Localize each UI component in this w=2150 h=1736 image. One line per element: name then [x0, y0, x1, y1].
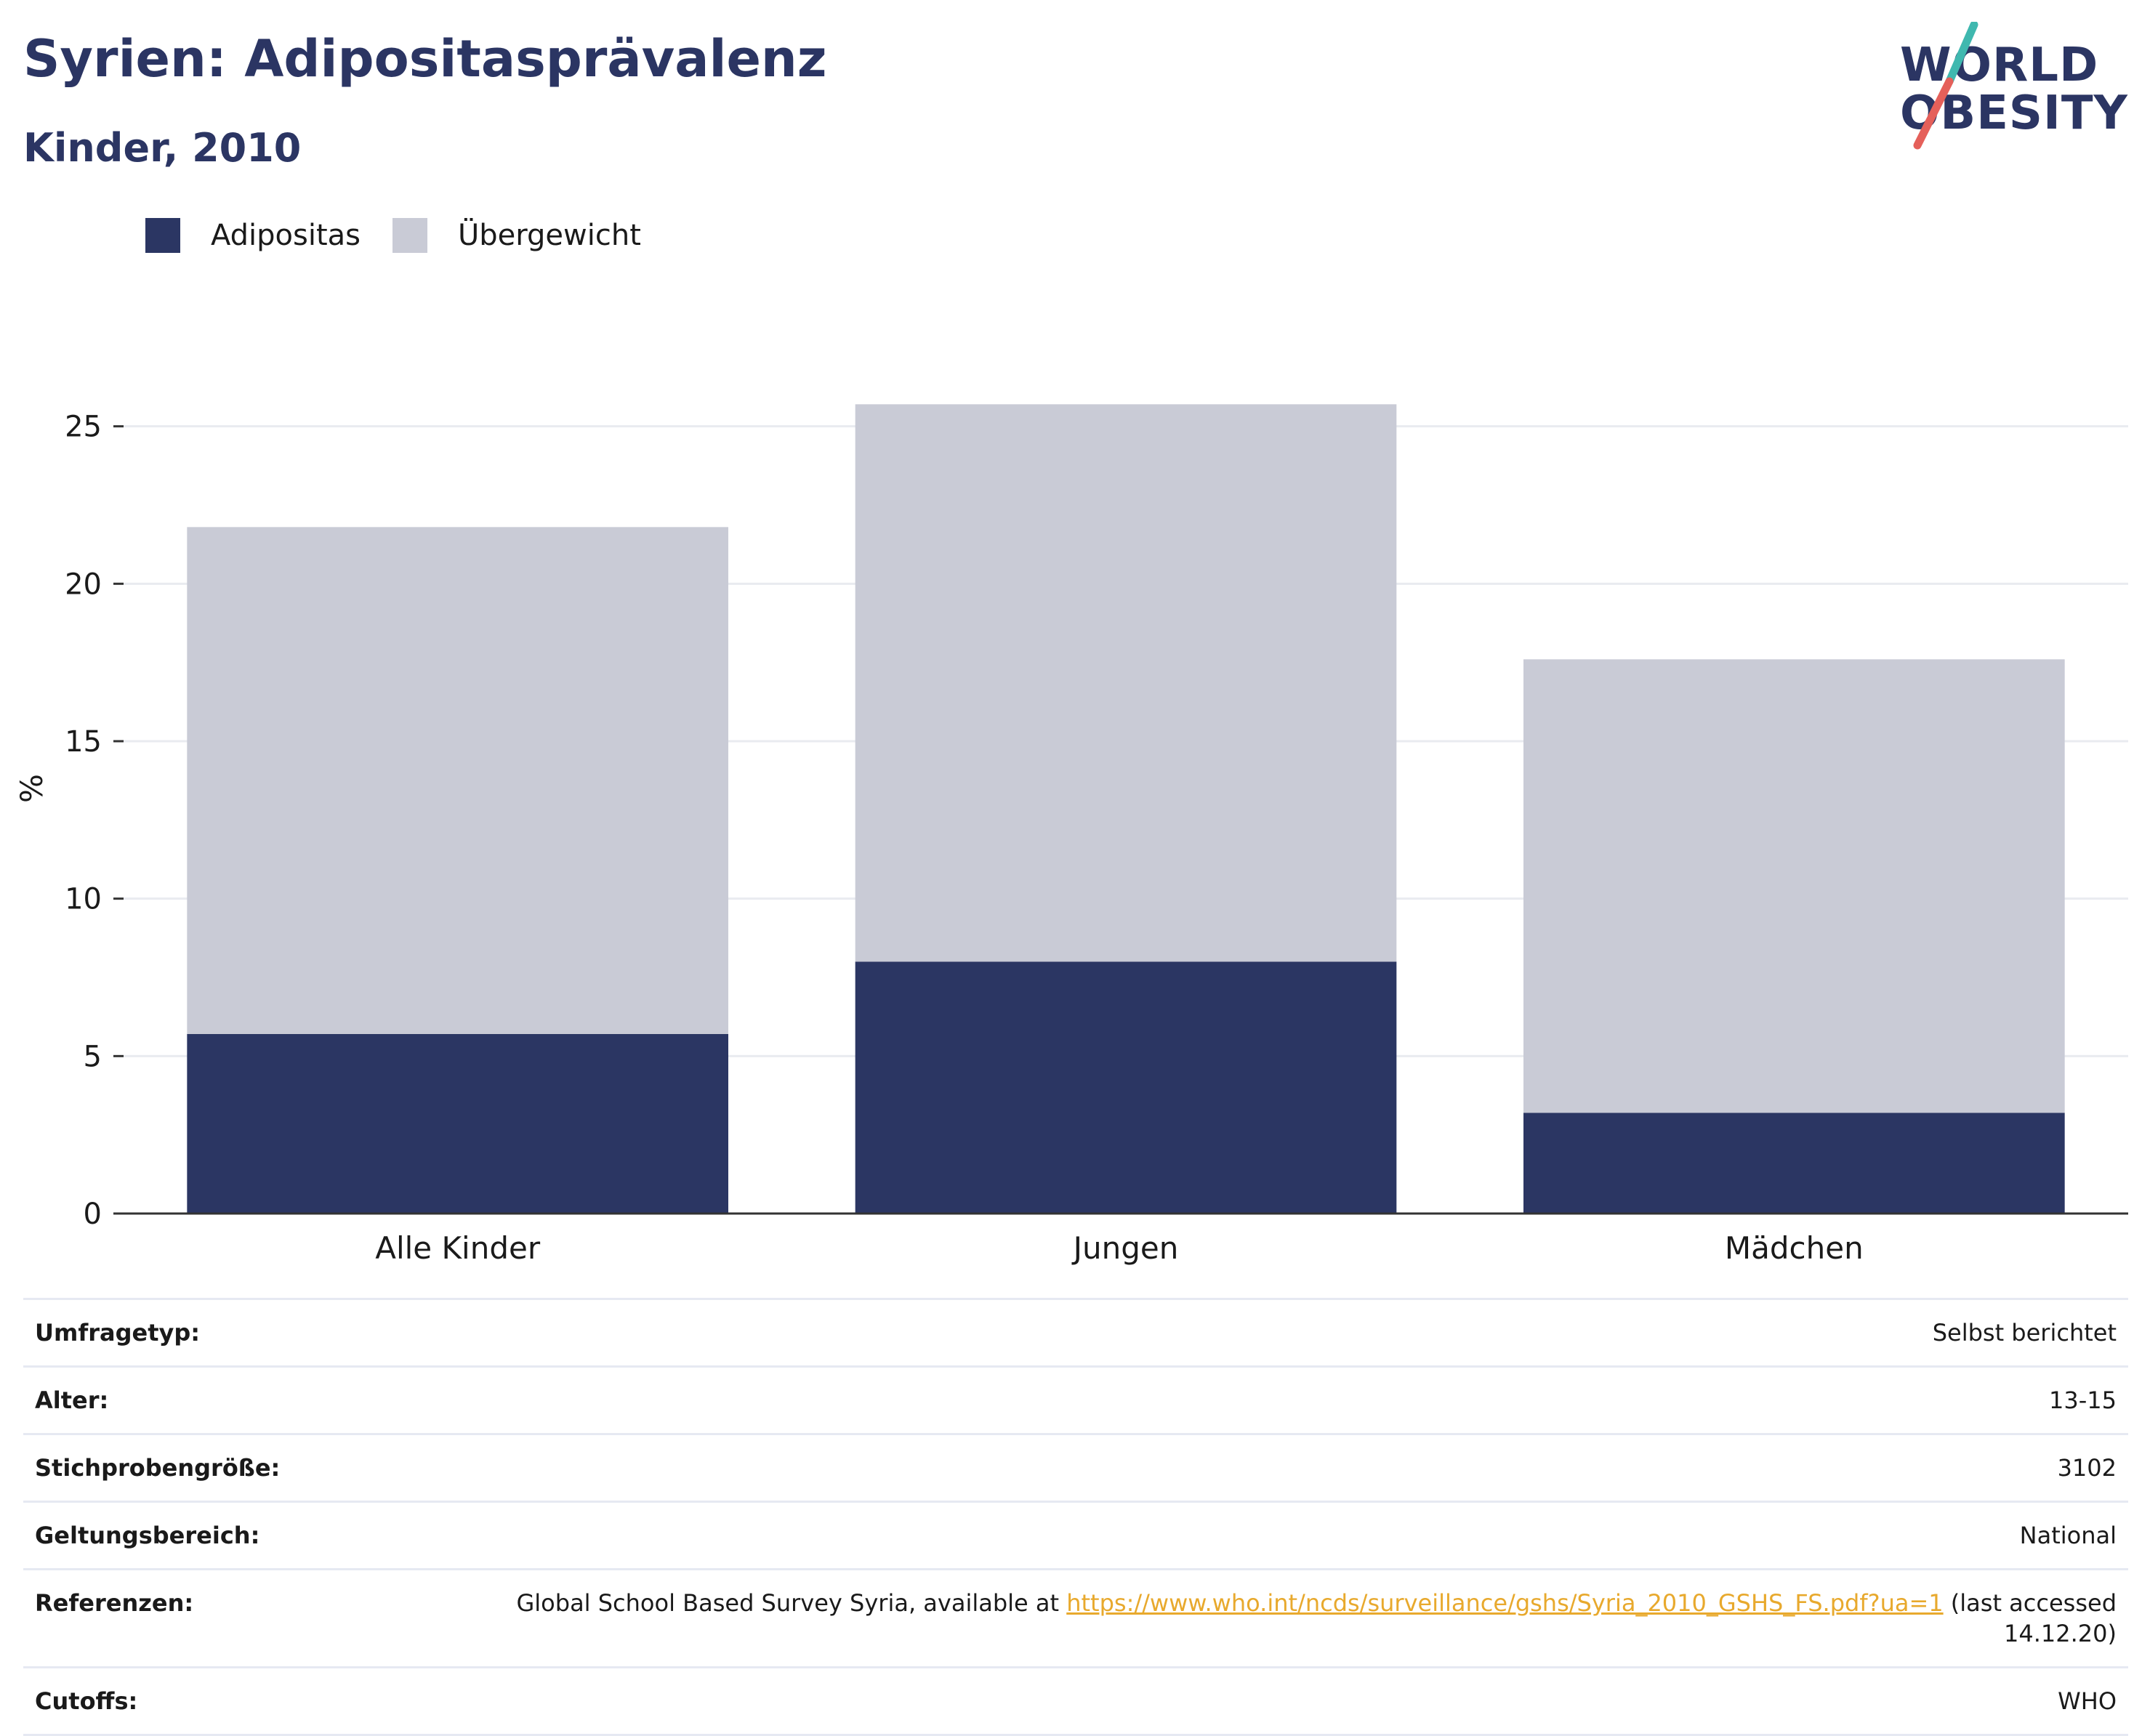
x-tick-label: Alle Kinder — [375, 1230, 541, 1266]
references-link[interactable]: https://www.who.int/ncds/surveillance/gs… — [1066, 1589, 1944, 1617]
cutoffs-key: Cutoffs: — [23, 1666, 483, 1736]
y-tick-label: 5 — [84, 1040, 102, 1073]
y-tick-label: 10 — [65, 883, 102, 916]
y-axis: 0 5 10 15 20 25 — [65, 411, 124, 1231]
table-row: Alter: 13-15 — [23, 1365, 2128, 1434]
y-tick-label: 25 — [65, 411, 102, 444]
sample-size-key: Stichprobengröße: — [23, 1433, 483, 1502]
y-tick-label: 20 — [65, 568, 102, 601]
chart-title: Syrien: Adipositasprävalenz — [23, 29, 827, 89]
cutoffs-value: WHO — [483, 1666, 2128, 1736]
age-key: Alter: — [23, 1365, 483, 1434]
world-obesity-logo: WORLD OBESITY — [1890, 22, 2137, 153]
bar-uebergewicht[interactable] — [187, 527, 728, 1034]
coverage-value: National — [483, 1501, 2128, 1570]
table-row: Stichprobengröße: 3102 — [23, 1433, 2128, 1502]
bar-uebergewicht[interactable] — [1523, 659, 2065, 1113]
survey-type-key: Umfragetyp: — [23, 1298, 483, 1367]
references-value: Global School Based Survey Syria, availa… — [483, 1568, 2128, 1668]
legend-swatch-uebergewicht — [392, 218, 428, 253]
chart-legend: Adipositas Übergewicht — [145, 215, 673, 256]
y-axis-label: % — [14, 774, 49, 803]
legend-item-adipositas[interactable]: Adipositas — [145, 218, 361, 253]
legend-swatch-adipositas — [145, 218, 180, 253]
bar-adipositas[interactable] — [855, 961, 1397, 1214]
bars — [187, 404, 2065, 1214]
legend-item-uebergewicht[interactable]: Übergewicht — [392, 218, 641, 253]
bar-uebergewicht[interactable] — [855, 404, 1397, 962]
logo-slash-icon — [1913, 22, 1978, 150]
y-tick-label: 15 — [65, 725, 102, 759]
age-value: 13-15 — [483, 1365, 2128, 1434]
table-row: Referenzen: Global School Based Survey S… — [23, 1568, 2128, 1668]
coverage-key: Geltungsbereich: — [23, 1501, 483, 1570]
legend-label-adipositas: Adipositas — [211, 219, 361, 252]
references-key: Referenzen: — [23, 1568, 483, 1668]
bar-adipositas[interactable] — [187, 1034, 728, 1214]
logo-text-world: WORLD — [1900, 39, 2099, 92]
table-row: Cutoffs: WHO — [23, 1666, 2128, 1736]
references-prefix: Global School Based Survey Syria, availa… — [516, 1589, 1060, 1617]
table-row: Umfragetyp: Selbst berichtet — [23, 1298, 2128, 1367]
x-tick-label: Mädchen — [1725, 1230, 1864, 1266]
sample-size-value: 3102 — [483, 1433, 2128, 1502]
x-axis: Alle Kinder Jungen Mädchen — [124, 1212, 2128, 1266]
bar-chart: 0 5 10 15 20 25 Alle Kinder Jungen Mädchen % — [14, 404, 2128, 1266]
y-tick-label: 0 — [84, 1198, 102, 1231]
legend-label-uebergewicht: Übergewicht — [458, 219, 641, 252]
x-tick-label: Jungen — [1071, 1230, 1179, 1266]
survey-type-value: Selbst berichtet — [483, 1298, 2128, 1367]
survey-details-table: Umfragetyp: Selbst berichtet Alter: 13-1… — [23, 1298, 2128, 1736]
references-suffix: (last accessed 14.12.20) — [1950, 1589, 2117, 1647]
chart-subtitle: Kinder, 2010 — [23, 125, 302, 171]
bar-adipositas[interactable] — [1523, 1113, 2065, 1214]
table-row: Geltungsbereich: National — [23, 1501, 2128, 1570]
